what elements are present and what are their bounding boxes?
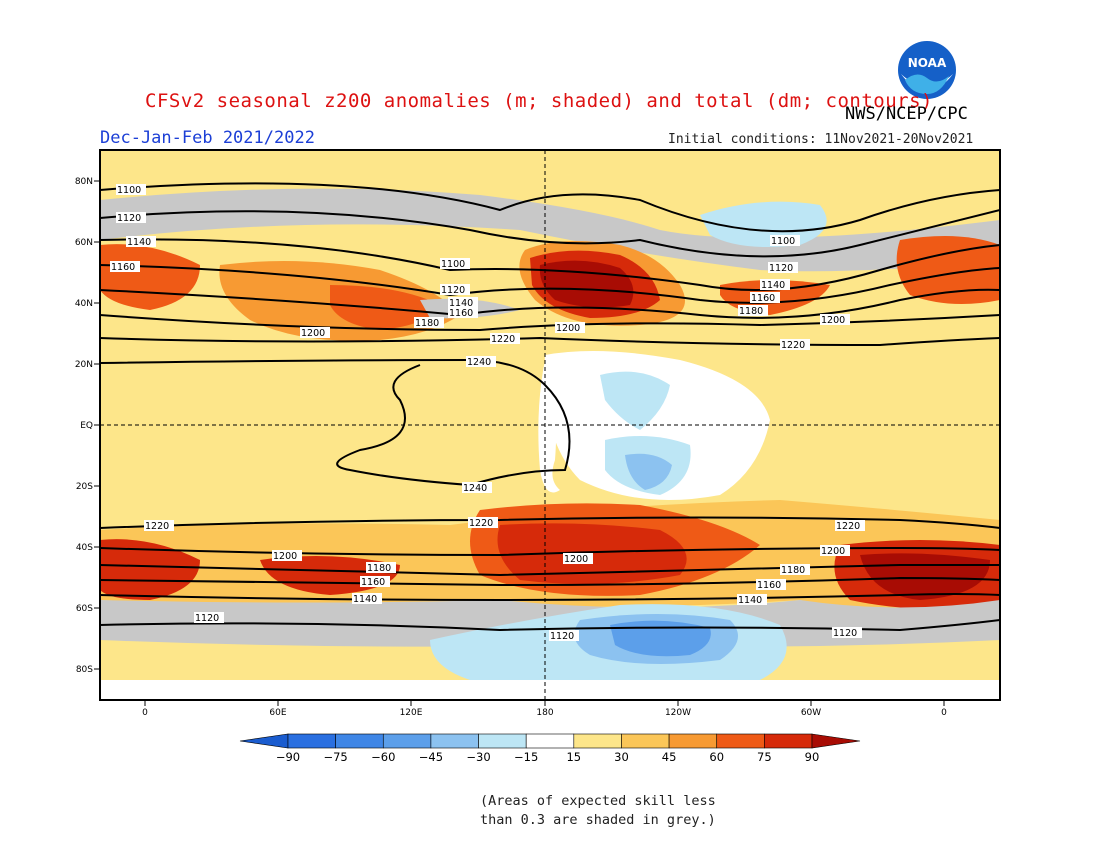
contour-label: 1240 [467,357,491,368]
agency-label: NWS/NCEP/CPC [845,104,968,124]
colorbar-tick-label: 90 [805,750,820,764]
colorbar-tick-label: 60 [709,750,724,764]
contour-label: 1220 [145,521,169,532]
colorbar-swatch [430,733,479,749]
lat-label: 60N [75,238,93,248]
lat-label: 60S [76,604,93,614]
colorbar-tick-label: −75 [323,750,347,764]
colorbar-swatch [716,733,765,749]
colorbar-arrow-left [239,733,289,749]
contour-label: 1180 [367,563,391,574]
noaa-logo: NOAA [897,40,957,100]
chart-title: CFSv2 seasonal z200 anomalies (m; shaded… [145,90,933,112]
colorbar-arrow-right [811,733,861,749]
contour-label: 1160 [449,308,473,319]
contour-label-group: 1100 1120 1140 1160 1100 1120 1140 1160 … [110,184,865,642]
contour-label: 1140 [353,594,377,605]
longitude-labels: 0 60E 120E 180 120W 60W 0 [142,708,947,718]
contour-label: 1220 [836,521,860,532]
contour-label: 1100 [771,236,795,247]
colorbar-tick-label: 75 [757,750,772,764]
contour-label: 1140 [761,280,785,291]
initial-conditions-label: Initial conditions: 11Nov2021-20Nov2021 [668,132,974,147]
colorbar: −90 −75 −60 −45 −30 −15 15 30 45 60 75 90 [239,733,861,764]
contour-label: 1140 [449,298,473,309]
contour-lines [100,182,1000,632]
lon-label: 60E [269,708,286,718]
footnote: (Areas of expected skill less than 0.3 a… [480,793,716,828]
colorbar-swatch [287,733,336,749]
colorbar-swatch [668,733,718,749]
colorbar-swatch [478,733,527,749]
contour-label: 1160 [111,262,135,273]
contour-label: 1200 [821,546,845,557]
contour-label: 1120 [117,213,141,224]
contour-label: 1140 [738,595,762,606]
contour-label: 1160 [751,293,775,304]
lon-label: 120W [665,708,691,718]
colorbar-swatch [573,733,622,749]
lat-label: 80S [76,665,93,675]
contour-label: 1120 [441,285,465,296]
colorbar-swatch [621,733,670,749]
colorbar-swatch [382,733,432,749]
contour-label: 1140 [127,237,151,248]
contour-label: 1200 [273,551,297,562]
colorbar-swatch [764,733,813,749]
colorbar-tick-label: −15 [514,750,538,764]
lon-label: 180 [536,708,553,718]
contour-label: 1220 [469,518,493,529]
colorbar-swatch [525,733,575,749]
lon-label: 120E [400,708,423,718]
colorbar-tick-label: −90 [276,750,300,764]
contour-label: 1180 [781,565,805,576]
lat-label: 40N [75,299,93,309]
lon-label: 60W [801,708,821,718]
contour-label: 1180 [739,306,763,317]
colorbar-swatch [335,733,384,749]
lat-label: EQ [80,421,93,431]
contour-label: 1220 [781,340,805,351]
contour-label: 1200 [821,315,845,326]
contour-label: 1180 [415,318,439,329]
contour-label: 1120 [195,613,219,624]
contour-label: 1100 [441,259,465,270]
contour-label: 1200 [556,323,580,334]
contour-label: 1200 [301,328,325,339]
contour-label: 1120 [833,628,857,639]
contour-label: 1120 [769,263,793,274]
colorbar-tick-label: −45 [419,750,443,764]
contour-label: 1100 [117,185,141,196]
colorbar-tick-label: −30 [466,750,490,764]
logo-text: NOAA [908,56,947,70]
lat-label: 80N [75,177,93,187]
colorbar-tick-label: −60 [371,750,395,764]
lat-label: 40S [76,543,93,553]
contour-label: 1160 [757,580,781,591]
season-label: Dec-Jan-Feb 2021/2022 [100,128,315,148]
contour-label: 1240 [463,483,487,494]
contour-label: 1120 [550,631,574,642]
colorbar-tick-label: 45 [662,750,677,764]
lat-label: 20N [75,360,93,370]
contour-label: 1160 [361,577,385,588]
contour-label: 1200 [564,554,588,565]
latitude-labels: 80N 60N 40N 20N EQ 20S 40S 60S 80S [75,177,93,675]
lat-label: 20S [76,482,93,492]
lon-label: 0 [142,708,148,718]
colorbar-tick-label: 15 [566,750,581,764]
colorbar-tick-label: 30 [614,750,629,764]
contour-label: 1220 [491,334,515,345]
lon-label: 0 [941,708,947,718]
